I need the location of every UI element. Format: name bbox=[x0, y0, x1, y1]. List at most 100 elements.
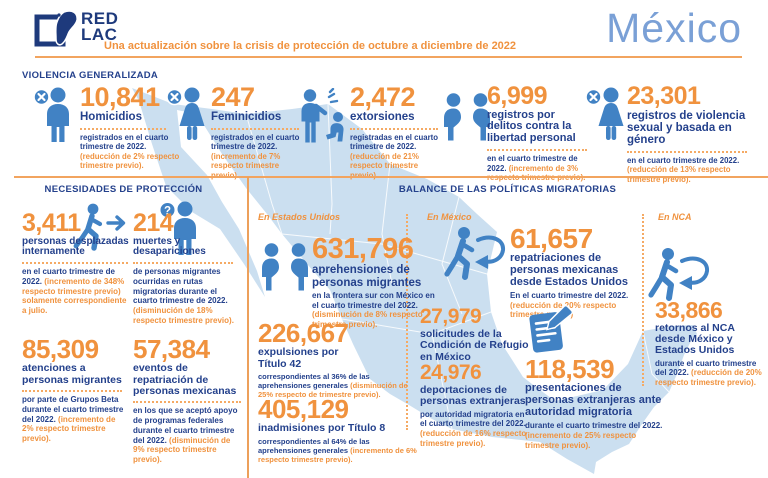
dotted-column-divider bbox=[406, 214, 408, 430]
redlac-logo-icon bbox=[34, 10, 80, 50]
svg-text:?: ? bbox=[164, 205, 171, 217]
section-heading-necesidades: NECESIDADES DE PROTECCIÓN bbox=[44, 184, 203, 195]
stat-value: 27,979 bbox=[420, 305, 482, 328]
region-label-mexico: En México bbox=[427, 212, 472, 222]
stat-note: (reducción de 2% respecto trimestre prev… bbox=[80, 151, 180, 171]
woman-x-icon bbox=[585, 86, 629, 144]
stat-value: 214 bbox=[133, 209, 174, 237]
walking-person-return-icon bbox=[648, 247, 710, 301]
stat-aprehensiones: 631,796 aprehensiones de personas migran… bbox=[312, 233, 442, 330]
stat-value: 3,411 bbox=[22, 209, 81, 237]
dotted-divider bbox=[22, 262, 128, 265]
stat-label: presentaciones de personas extranjeras a… bbox=[525, 382, 662, 419]
dotted-column-divider bbox=[642, 214, 644, 386]
section-rule bbox=[14, 176, 768, 178]
woman-x-icon bbox=[166, 86, 210, 144]
dotted-divider bbox=[211, 127, 299, 130]
stat-value: 23,301 bbox=[627, 82, 701, 110]
stat-note: (reducción de 13% respecto trimestre pre… bbox=[627, 165, 731, 184]
stat-desc: correspondientes al 36% de las aprehensi… bbox=[258, 372, 370, 391]
stat-value: 85,309 bbox=[22, 334, 99, 364]
stat-value: 405,129 bbox=[258, 394, 349, 424]
region-label-estados-unidos: En Estados Unidos bbox=[258, 212, 341, 222]
stat-note: (incremento de 7% respecto trimestre pre… bbox=[211, 151, 281, 180]
stat-label: inadmisiones por Título 8 bbox=[258, 422, 386, 435]
country-title: México bbox=[606, 5, 742, 51]
section-heading-violencia: VIOLENCIA GENERALIZADA bbox=[22, 70, 159, 81]
stat-deportaciones: 24,976 deportaciones de personas extranj… bbox=[420, 361, 532, 449]
stat-extorsiones: 2,472 extorsiones registradas en el cuar… bbox=[350, 83, 442, 180]
stat-expulsiones-titulo42: 226,667 expulsiones por Título 42 corres… bbox=[258, 318, 418, 400]
walking-person-return-icon bbox=[444, 226, 506, 280]
stat-detail: durante el cuarto trimestre del 2022. (r… bbox=[655, 359, 767, 388]
stat-note: (incremento de 2% respecto trimestre pre… bbox=[22, 414, 116, 444]
stat-desc: En el cuarto trimestre del 2022. bbox=[510, 290, 629, 300]
stat-value: 10,841 bbox=[80, 82, 160, 112]
stat-label: atenciones a personas migrantes bbox=[22, 362, 122, 386]
stat-desc: en el cuarto trimestre de 2022. bbox=[22, 267, 115, 286]
stat-note: (disminución de 25% respecto de trimestr… bbox=[258, 381, 408, 400]
redlac-logo-text: RED LAC bbox=[81, 9, 119, 42]
stat-detail: en el cuarto trimestre de 2022. (reducci… bbox=[627, 156, 760, 185]
stat-desc: en el cuarto trimestre de 2022. bbox=[487, 154, 578, 173]
stat-note: (incremento de 6% respecto trimestre pre… bbox=[258, 445, 417, 464]
stat-value: 118,539 bbox=[525, 354, 615, 384]
stat-label: extorsiones bbox=[350, 111, 415, 124]
stat-note: (reducción de 21% respecto trimestre pre… bbox=[350, 151, 419, 180]
stat-atenciones: 85,309 atenciones a personas migrantes p… bbox=[22, 334, 126, 444]
dotted-divider bbox=[133, 401, 241, 404]
stat-detail: en el cuarto trimestre de 2022. (increme… bbox=[22, 267, 130, 316]
stat-desc: durante el cuarto trimestre del 2022. bbox=[655, 358, 757, 378]
stat-label: personas desplazadas internamente bbox=[22, 235, 129, 258]
stat-desc: registradas en el cuarto trimestre de 20… bbox=[350, 132, 438, 152]
stat-desc: en el cuarto trimestre de 2022. bbox=[627, 155, 740, 165]
stat-note: (disminución de 8% respecto trimestre pr… bbox=[312, 310, 423, 330]
dotted-divider bbox=[22, 390, 122, 393]
stat-note: (incremento de 25% respecto trimestre pr… bbox=[525, 430, 637, 450]
dotted-divider bbox=[133, 262, 233, 265]
stat-solicitudes-refugio: 27,979 solicitudes de la Condición de Re… bbox=[420, 305, 530, 363]
document-pencil-icon bbox=[527, 303, 575, 357]
stat-desc: registrados en el cuarto trimestre de 20… bbox=[211, 132, 300, 152]
stat-detail: correspondientes al 36% de las aprehensi… bbox=[258, 372, 418, 399]
stat-detail: en los que se aceptó apoyo de programas … bbox=[133, 406, 243, 465]
stat-desc: en la frontera sur con México en el cuar… bbox=[312, 290, 435, 310]
section-heading-balance: BALANCE DE LAS POLÍTICAS MIGRATORIAS bbox=[398, 184, 617, 195]
stat-label: Homicidios bbox=[80, 111, 142, 124]
stat-desc: en los que se aceptó apoyo de programas … bbox=[133, 406, 238, 445]
stat-label: aprehensiones de personas migrantes bbox=[312, 264, 422, 289]
stat-repatriacion-mexicanas: 57,384 eventos de repatriación de person… bbox=[133, 334, 243, 465]
stat-detail: en el cuarto trimestre de 2022. (increme… bbox=[487, 154, 590, 183]
stat-label: registros por delitos contra la libertad… bbox=[487, 108, 576, 145]
stat-desplazadas: 3,411 personas desplazadas internamente … bbox=[22, 209, 130, 316]
extortion-icon bbox=[298, 88, 350, 146]
stat-value: 226,667 bbox=[258, 318, 349, 348]
stat-muertes-desapariciones: 214 muertes y desapariciones de personas… bbox=[133, 209, 239, 326]
logo-line1: RED bbox=[81, 9, 119, 28]
stat-detail: de personas migrantes ocurridas en rutas… bbox=[133, 267, 239, 326]
dotted-divider bbox=[80, 127, 166, 130]
stat-value: 24,976 bbox=[420, 361, 482, 384]
stat-note: (disminución de 18% respecto trimestre p… bbox=[133, 306, 234, 325]
region-label-nca: En NCA bbox=[658, 212, 692, 222]
stat-label: Feminicidios bbox=[211, 111, 282, 124]
stat-desc: por autoridad migratoria en el cuarto tr… bbox=[420, 409, 526, 429]
stat-presentaciones: 118,539 presentaciones de personas extra… bbox=[525, 354, 667, 450]
stat-detail: correspondientes al 64% de las aprehensi… bbox=[258, 437, 420, 464]
stat-inadmisiones-titulo8: 405,129 inadmisiones por Título 8 corres… bbox=[258, 394, 420, 464]
stat-violencia-sexual: 23,301 registros de violencia sexual y b… bbox=[627, 82, 760, 185]
stat-label: expulsiones por Título 42 bbox=[258, 346, 339, 370]
stat-note: (reducción de 16% respecto trimestre pre… bbox=[420, 429, 527, 448]
stat-retornos-nca: 33,866 retornos al NCA desde México y Es… bbox=[655, 299, 767, 388]
dotted-divider bbox=[350, 127, 438, 130]
stat-detail: registrados en el cuarto trimestre de 20… bbox=[80, 133, 180, 171]
stat-value: 57,384 bbox=[133, 334, 210, 364]
stat-detail: durante el cuarto trimestre del 2022. (i… bbox=[525, 421, 667, 450]
stat-label: solicitudes de la Condición de Refugio e… bbox=[420, 327, 529, 363]
stat-value: 631,796 bbox=[312, 233, 414, 265]
stat-note: (disminución de 9% respecto trimestre pr… bbox=[133, 435, 231, 465]
stat-desc: durante el cuarto trimestre del 2022. bbox=[525, 421, 663, 431]
person-x-icon bbox=[33, 86, 77, 144]
stat-value: 6,999 bbox=[487, 82, 548, 110]
stat-detail: por autoridad migratoria en el cuarto tr… bbox=[420, 410, 532, 449]
